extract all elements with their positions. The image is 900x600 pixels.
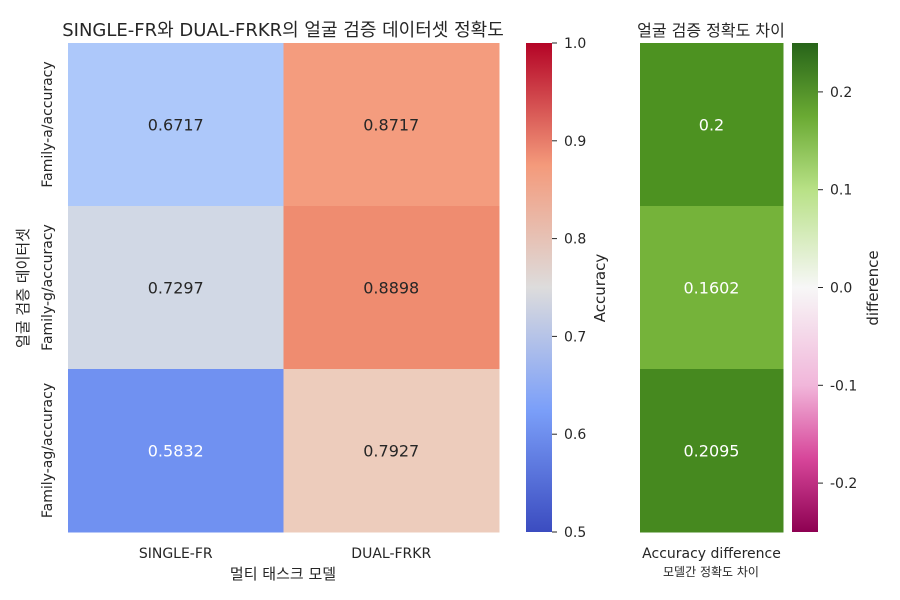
difference-heatmap-cells: 0.2 0.1602 0.2095 (640, 43, 784, 533)
x-tick-label: Accuracy difference (642, 546, 781, 562)
heatmap-cell (640, 43, 784, 207)
heatmap-cell (283, 369, 500, 533)
accuracy-heatmap-ylabel: 얼굴 검증 데이터셋 (14, 228, 32, 348)
difference-heatmap-title: 얼굴 검증 정확도 차이 (637, 21, 785, 40)
cell-value-label: 0.2 (699, 116, 724, 135)
heatmap-cell (640, 206, 784, 370)
x-tick-label: DUAL-FRKR (351, 546, 431, 562)
heatmap-cell (640, 369, 784, 533)
colorbar-tick-label: 1.0 (564, 36, 586, 52)
cell-value-label: 0.7927 (363, 442, 419, 461)
heatmap-cell (68, 43, 284, 207)
colorbar-tick-label: 0.7 (564, 329, 586, 345)
cell-value-label: 0.7297 (148, 279, 204, 298)
difference-colorbar-gradient (792, 43, 818, 532)
y-tick-label: Family-ag/accuracy (40, 383, 56, 518)
heatmap-cell (283, 206, 500, 370)
y-tick-label: Family-g/accuracy (40, 224, 56, 351)
cell-value-label: 0.8717 (363, 116, 419, 135)
cell-value-label: 0.8898 (363, 279, 419, 298)
difference-colorbar-label: difference (864, 250, 882, 325)
accuracy-heatmap-title: SINGLE-FR와 DUAL-FRKR의 얼굴 검증 데이터셋 정확도 (62, 20, 504, 41)
cell-value-label: 0.2095 (684, 442, 740, 461)
y-tick-label: Family-a/accuracy (40, 61, 56, 187)
cell-value-label: 0.5832 (148, 442, 204, 461)
difference-colorbar: 0.2 0.1 0.0 -0.1 -0.2 difference (792, 43, 882, 532)
heatmap-cell (68, 369, 284, 533)
heatmap-cell (283, 43, 500, 207)
colorbar-tick-label: 0.9 (564, 134, 586, 150)
colorbar-tick-label: 0.5 (564, 525, 586, 541)
colorbar-tick-label: 0.0 (830, 281, 852, 297)
difference-heatmap: 얼굴 검증 정확도 차이 0.2 0.1602 0.2095 Accuracy di… (637, 21, 785, 579)
heatmap-cell (68, 206, 284, 370)
accuracy-heatmap: SINGLE-FR와 DUAL-FRKR의 얼굴 검증 데이터셋 정확도 0.6… (14, 20, 504, 583)
difference-heatmap-tick-labels: Accuracy difference (642, 546, 781, 562)
accuracy-heatmap-xlabel: 멀티 태스크 모델 (230, 565, 336, 583)
colorbar-tick-label: -0.2 (830, 476, 857, 492)
colorbar-tick-label: 0.1 (830, 183, 852, 199)
accuracy-colorbar-ticks: 0.5 0.6 0.7 0.8 0.9 1.0 (552, 36, 586, 541)
cell-value-label: 0.6717 (148, 116, 204, 135)
difference-colorbar-ticks: 0.2 0.1 0.0 -0.1 -0.2 (818, 85, 857, 492)
cell-value-label: 0.1602 (684, 279, 740, 298)
accuracy-colorbar-gradient (526, 43, 552, 532)
colorbar-tick-label: 0.2 (830, 85, 852, 101)
colorbar-tick-label: 0.6 (564, 427, 586, 443)
accuracy-heatmap-tick-labels: SINGLE-FR DUAL-FRKR Family-a/accuracy Famil… (40, 61, 431, 562)
accuracy-colorbar: 0.5 0.6 0.7 0.8 0.9 1.0 Accuracy (526, 36, 609, 541)
accuracy-heatmap-cells: 0.6717 0.8717 0.7297 0.8898 0.5832 0.7927 (68, 43, 500, 533)
difference-heatmap-xlabel: 모델간 정확도 차이 (663, 565, 759, 579)
accuracy-colorbar-label: Accuracy (591, 254, 609, 323)
x-tick-label: SINGLE-FR (139, 546, 213, 562)
colorbar-tick-label: 0.8 (564, 232, 586, 248)
colorbar-tick-label: -0.1 (830, 378, 857, 394)
